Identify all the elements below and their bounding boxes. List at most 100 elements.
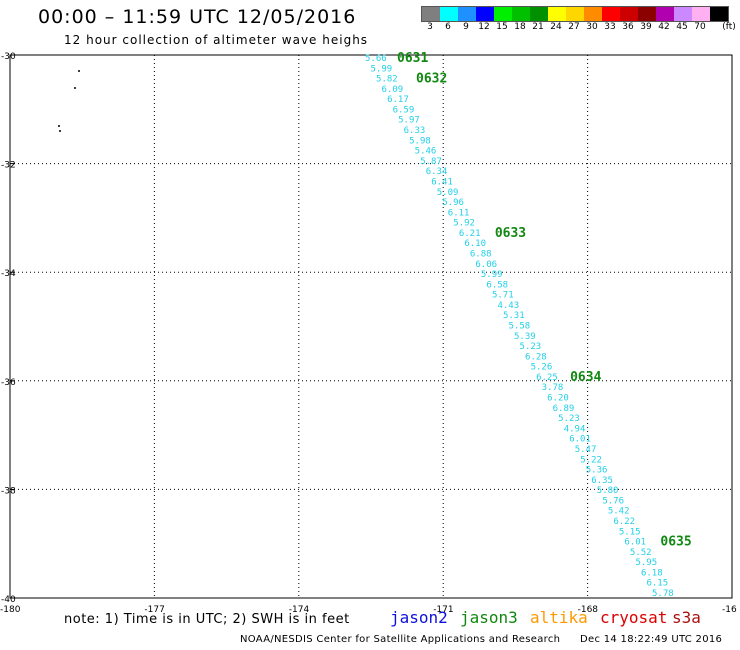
lat-label: -38 [1, 486, 16, 496]
wave-height-value: 6.18 [641, 568, 663, 578]
wave-height-value: 6.41 [431, 177, 453, 187]
wave-height-value: 6.22 [613, 517, 635, 527]
legend-label: 30 [586, 22, 598, 32]
legend-label: 45 [676, 22, 688, 32]
wave-height-value: 5.80 [597, 486, 619, 496]
legend-swatch [494, 7, 512, 21]
wave-height-value: 5.26 [531, 363, 553, 373]
wave-height-value: 5.22 [580, 455, 602, 465]
wave-height-value: 5.47 [575, 445, 597, 455]
pass-time-label: 0632 [416, 72, 447, 87]
lat-label: -40 [1, 595, 16, 605]
wave-height-value: 5.99 [481, 270, 503, 280]
legend-swatch [710, 7, 728, 21]
legend-label: 18 [514, 22, 526, 32]
wave-height-value: 4.43 [497, 301, 519, 311]
legend-swatch [602, 7, 620, 21]
lon-label: -171 [433, 605, 453, 615]
island-dot [78, 70, 80, 72]
credit-text: NOAA/NESDIS Center for Satellite Applica… [240, 634, 561, 645]
legend-swatch [566, 7, 584, 21]
wave-height-value: 5.39 [514, 332, 536, 342]
lat-label: -34 [1, 269, 16, 279]
lat-label: -30 [1, 52, 16, 62]
satellite-name: cryosat [600, 608, 668, 627]
map-frame [9, 54, 733, 599]
legend-label: 24 [550, 22, 562, 32]
legend-label: 12 [478, 22, 490, 32]
legend-swatch [584, 7, 602, 21]
lon-label: -177 [144, 605, 164, 615]
wave-height-value: 5.99 [371, 64, 393, 74]
wave-height-value: 6.09 [382, 85, 404, 95]
wave-height-value: 5.36 [586, 466, 608, 476]
map-grid [10, 55, 732, 598]
lon-label: -174 [289, 605, 310, 615]
wave-height-value: 5.23 [520, 342, 542, 352]
island-dots [58, 70, 80, 132]
legend-swatch [638, 7, 656, 21]
wave-height-value: 5.66 [365, 54, 387, 64]
wave-height-value: 6.17 [387, 95, 409, 105]
wave-height-value: 6.33 [404, 126, 426, 136]
wave-height-value: 5.23 [558, 414, 580, 424]
wave-height-value: 6.89 [553, 404, 575, 414]
wave-height-value: 5.98 [409, 136, 431, 146]
wave-height-value: 5.78 [652, 589, 674, 599]
satellite-name: s3a [672, 608, 701, 627]
color-scale-bar [421, 6, 729, 22]
wave-height-value: 5.15 [619, 527, 641, 537]
wave-height-value: 5.95 [635, 558, 657, 568]
legend-label: 39 [640, 22, 652, 32]
wave-height-value: 6.34 [426, 167, 448, 177]
legend-label: 42 [658, 22, 670, 32]
wave-height-value: 4.94 [564, 424, 586, 434]
wave-height-value: 6.20 [547, 394, 569, 404]
lon-labels: -180 -177 -174 -171 -168 -16 [0, 605, 737, 615]
legend-swatch [620, 7, 638, 21]
lon-label: -180 [0, 605, 21, 615]
pass-time-label: 0635 [660, 535, 691, 550]
legend-label: 33 [604, 22, 616, 32]
pass-time-label: 0631 [397, 51, 428, 66]
wave-height-value: 5.97 [398, 116, 420, 126]
page-title: 00:00 – 11:59 UTC 12/05/2016 [38, 6, 357, 28]
island-dot [74, 87, 76, 89]
wave-height-value: 5.87 [420, 157, 442, 167]
footer-note: note: 1) Time is in UTC; 2) SWH is in fe… [64, 612, 350, 627]
legend-label: 3 [427, 22, 433, 32]
wave-height-value: 6.15 [646, 579, 668, 589]
color-scale-labels: 3 6 9 12 15 18 21 24 27 30 33 36 39 42 45 70 (ft) [421, 22, 740, 34]
time-labels: 0631 0632 0633 0634 0635 [397, 51, 692, 550]
legend-swatch [674, 7, 692, 21]
pass-time-label: 0634 [570, 370, 601, 385]
wave-height-value: 5.58 [509, 322, 531, 332]
wave-height-value: 5.42 [608, 507, 630, 517]
lon-label: -16 [722, 605, 737, 615]
wave-height-value: 6.01 [569, 435, 591, 445]
wave-height-value: 5.09 [437, 188, 459, 198]
wave-height-value: 6.88 [470, 249, 492, 259]
wave-height-value: 5.31 [503, 311, 525, 321]
satellite-name: altika [530, 608, 588, 627]
wave-height-value: 5.92 [453, 219, 475, 229]
wave-height-value: 6.01 [624, 538, 646, 548]
legend-swatch [656, 7, 674, 21]
lat-label: -32 [1, 161, 16, 171]
legend-swatch [458, 7, 476, 21]
wave-height-value: 6.21 [459, 229, 481, 239]
wave-height-value: 6.11 [448, 208, 470, 218]
legend-swatch [476, 7, 494, 21]
legend-swatch [530, 7, 548, 21]
island-dot [58, 125, 60, 127]
timestamp-text: Dec 14 18:22:49 UTC 2016 [580, 634, 723, 645]
legend-label: 70 [694, 22, 706, 32]
legend-label: 15 [496, 22, 508, 32]
wave-height-value: 5.46 [415, 147, 437, 157]
legend-label: 27 [568, 22, 580, 32]
wave-height-value: 5.82 [376, 75, 398, 85]
legend-swatch [548, 7, 566, 21]
lon-label: -168 [578, 605, 599, 615]
pass-time-label: 0633 [495, 226, 526, 241]
